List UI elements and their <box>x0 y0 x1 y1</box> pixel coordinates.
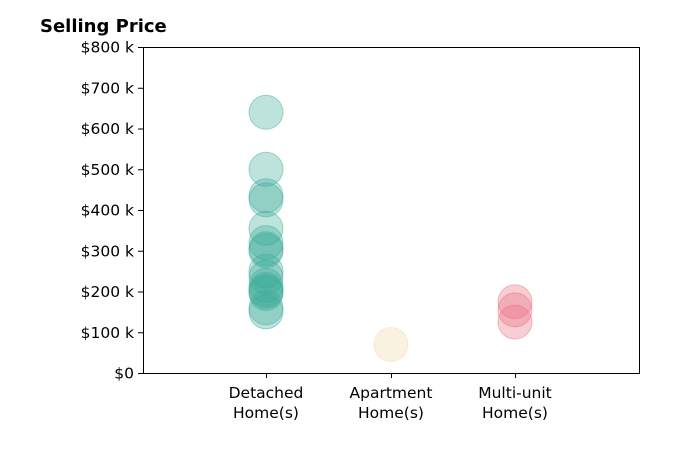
data-point <box>248 151 284 187</box>
data-point <box>248 182 284 218</box>
y-tick-label: $400 k <box>81 202 134 220</box>
data-point <box>497 304 533 340</box>
data-point <box>248 225 284 261</box>
data-point <box>373 326 409 362</box>
data-point <box>497 284 533 320</box>
data-point <box>248 231 284 267</box>
data-point <box>248 271 284 307</box>
data-points <box>248 94 533 362</box>
data-point <box>248 290 284 326</box>
y-tick-label: $0 <box>114 365 134 383</box>
y-axis: $0 $100 k $200 k $300 k $400 k $500 k $600 k $7… <box>81 39 143 383</box>
chart-title: Selling Price <box>40 16 167 37</box>
data-point <box>248 294 284 330</box>
data-point <box>248 276 284 312</box>
x-tick-label: Apartment Home(s) <box>350 384 433 422</box>
y-tick-label: $100 k <box>81 324 134 342</box>
data-point <box>248 94 284 130</box>
data-point <box>248 253 284 289</box>
data-point <box>248 274 284 309</box>
x-tick-label: Detached Home(s) <box>229 384 304 422</box>
data-point <box>248 233 284 269</box>
data-point <box>497 292 533 328</box>
y-tick-label: $300 k <box>81 242 134 260</box>
data-point <box>248 210 284 246</box>
x-tick-label: Multi-unit Home(s) <box>478 384 552 422</box>
y-tick-label: $600 k <box>81 120 134 138</box>
data-point <box>248 178 284 214</box>
y-tick-label: $200 k <box>81 283 134 301</box>
y-tick-label: $500 k <box>81 161 134 179</box>
y-tick-label: $700 k <box>81 79 134 97</box>
x-axis: Detached Home(s) Apartment Home(s) Multi-uni… <box>229 373 552 422</box>
plot-frame <box>143 47 640 374</box>
data-point <box>248 259 284 295</box>
y-tick-label: $800 k <box>81 39 134 57</box>
data-point <box>248 267 284 303</box>
